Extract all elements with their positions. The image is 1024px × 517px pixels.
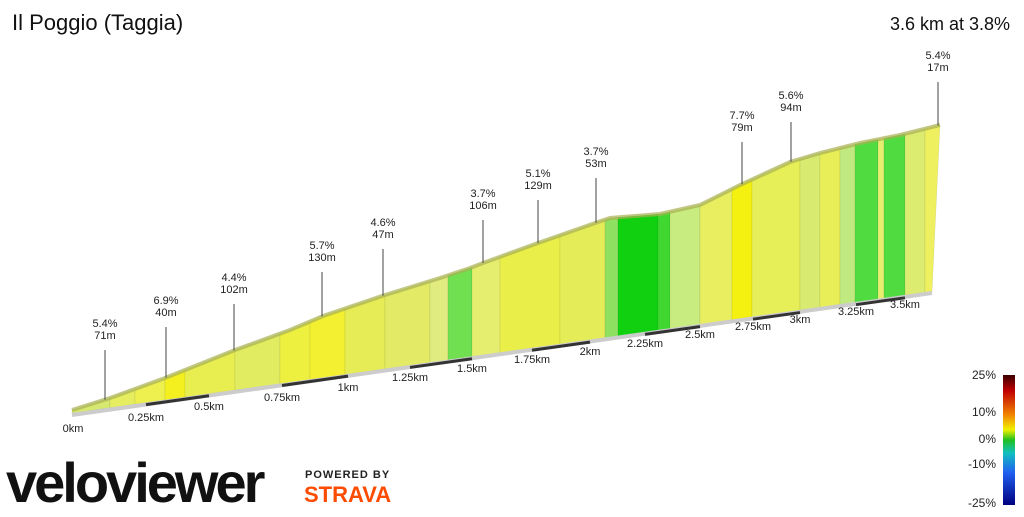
distance-band [145,394,210,407]
legend-label: -25% [968,496,996,510]
gradient-strip [877,137,885,300]
gradient-strip [751,158,801,318]
annotation-gradient: 4.6% [370,217,395,229]
annotation-gradient: 7.7% [729,110,754,122]
title: Il Poggio (Taggia) [12,10,183,35]
powered-by: POWERED BY [305,469,390,481]
distance-label: 0km [63,423,84,435]
legend-label: 25% [972,368,996,382]
annotation-length: 94m [780,102,801,114]
distance-band [644,325,701,336]
annotation-gradient: 5.7% [309,240,334,252]
legend-label: 10% [972,405,996,419]
annotation-gradient: 5.4% [925,50,950,62]
distance-label: 2.25km [627,338,663,350]
legend-label: -10% [968,457,996,471]
distance-band [409,357,473,369]
gradient-strip [669,204,701,330]
strava: STRAVA [304,482,391,507]
gradient-strip [184,349,236,398]
distance-label: 0.75km [264,392,300,404]
distance-label: 3.25km [838,306,874,318]
annotation-length: 106m [469,200,497,212]
logo-text: veloviewer [6,451,265,512]
distance-label: 2.5km [685,329,715,341]
distance-label: 2km [580,346,601,358]
annotation-gradient: 5.1% [525,168,550,180]
gradient-strip [904,128,926,297]
distance-label: 1.5km [457,363,487,375]
distance-label: 1km [338,382,359,394]
distance-label: 1.75km [514,354,550,366]
distance-label: 0.25km [128,412,164,424]
annotation-gradient: 5.6% [778,90,803,102]
distance-band [752,311,801,321]
gradient-strip [471,256,501,358]
annotation-length: 71m [94,330,115,342]
distance-band [855,296,906,307]
distance-band [531,340,591,352]
gradient-strip [924,124,941,294]
gradient-strip [854,139,879,304]
legend: 25% 10% 0% -10% -25% [968,368,996,510]
annotation-length: 40m [155,307,176,319]
distance-label: 1.25km [392,372,428,384]
annotation-gradient: 3.7% [583,146,608,158]
annotation-length: 53m [585,158,606,170]
gradient-strip [731,179,753,321]
gradient-strip [699,188,733,325]
gradient-strip [559,219,606,345]
annotation-length: 129m [524,180,552,192]
gradient-strip [604,217,619,339]
profile: 0km 0.25km 0.5km 0.75km 1km 1.25km 1.5km 1.75km… [63,50,951,435]
distance-label: 0.5km [194,401,224,413]
gradient-strip [799,152,821,311]
annotation-gradient: 4.4% [221,272,246,284]
gradient-strip [617,213,659,337]
gradient-strip [447,266,473,361]
annotation-length: 47m [372,229,393,241]
gradient-strip [819,147,841,309]
logo: veloviewer [6,451,265,512]
annotation-length: 130m [308,252,336,264]
annotation-gradient: 3.7% [470,188,495,200]
distance-band [281,374,349,387]
distance-label: 3.5km [890,299,920,311]
annotation-gradient: 6.9% [153,295,178,307]
gradient-strip [429,274,449,363]
distance-label: 2.75km [735,321,771,333]
gradient-strip [839,143,856,306]
gradient-strip [657,211,671,331]
legend-label: 0% [979,432,997,446]
annotation-length: 102m [220,284,248,296]
annotation-length: 17m [927,62,948,74]
legend-bar [1003,375,1015,505]
summary: 3.6 km at 3.8% [890,14,1010,34]
annotation-gradient: 5.4% [92,318,117,330]
gradient-strip [883,133,906,300]
distance-label: 3km [790,314,811,326]
annotation-length: 79m [731,122,752,134]
